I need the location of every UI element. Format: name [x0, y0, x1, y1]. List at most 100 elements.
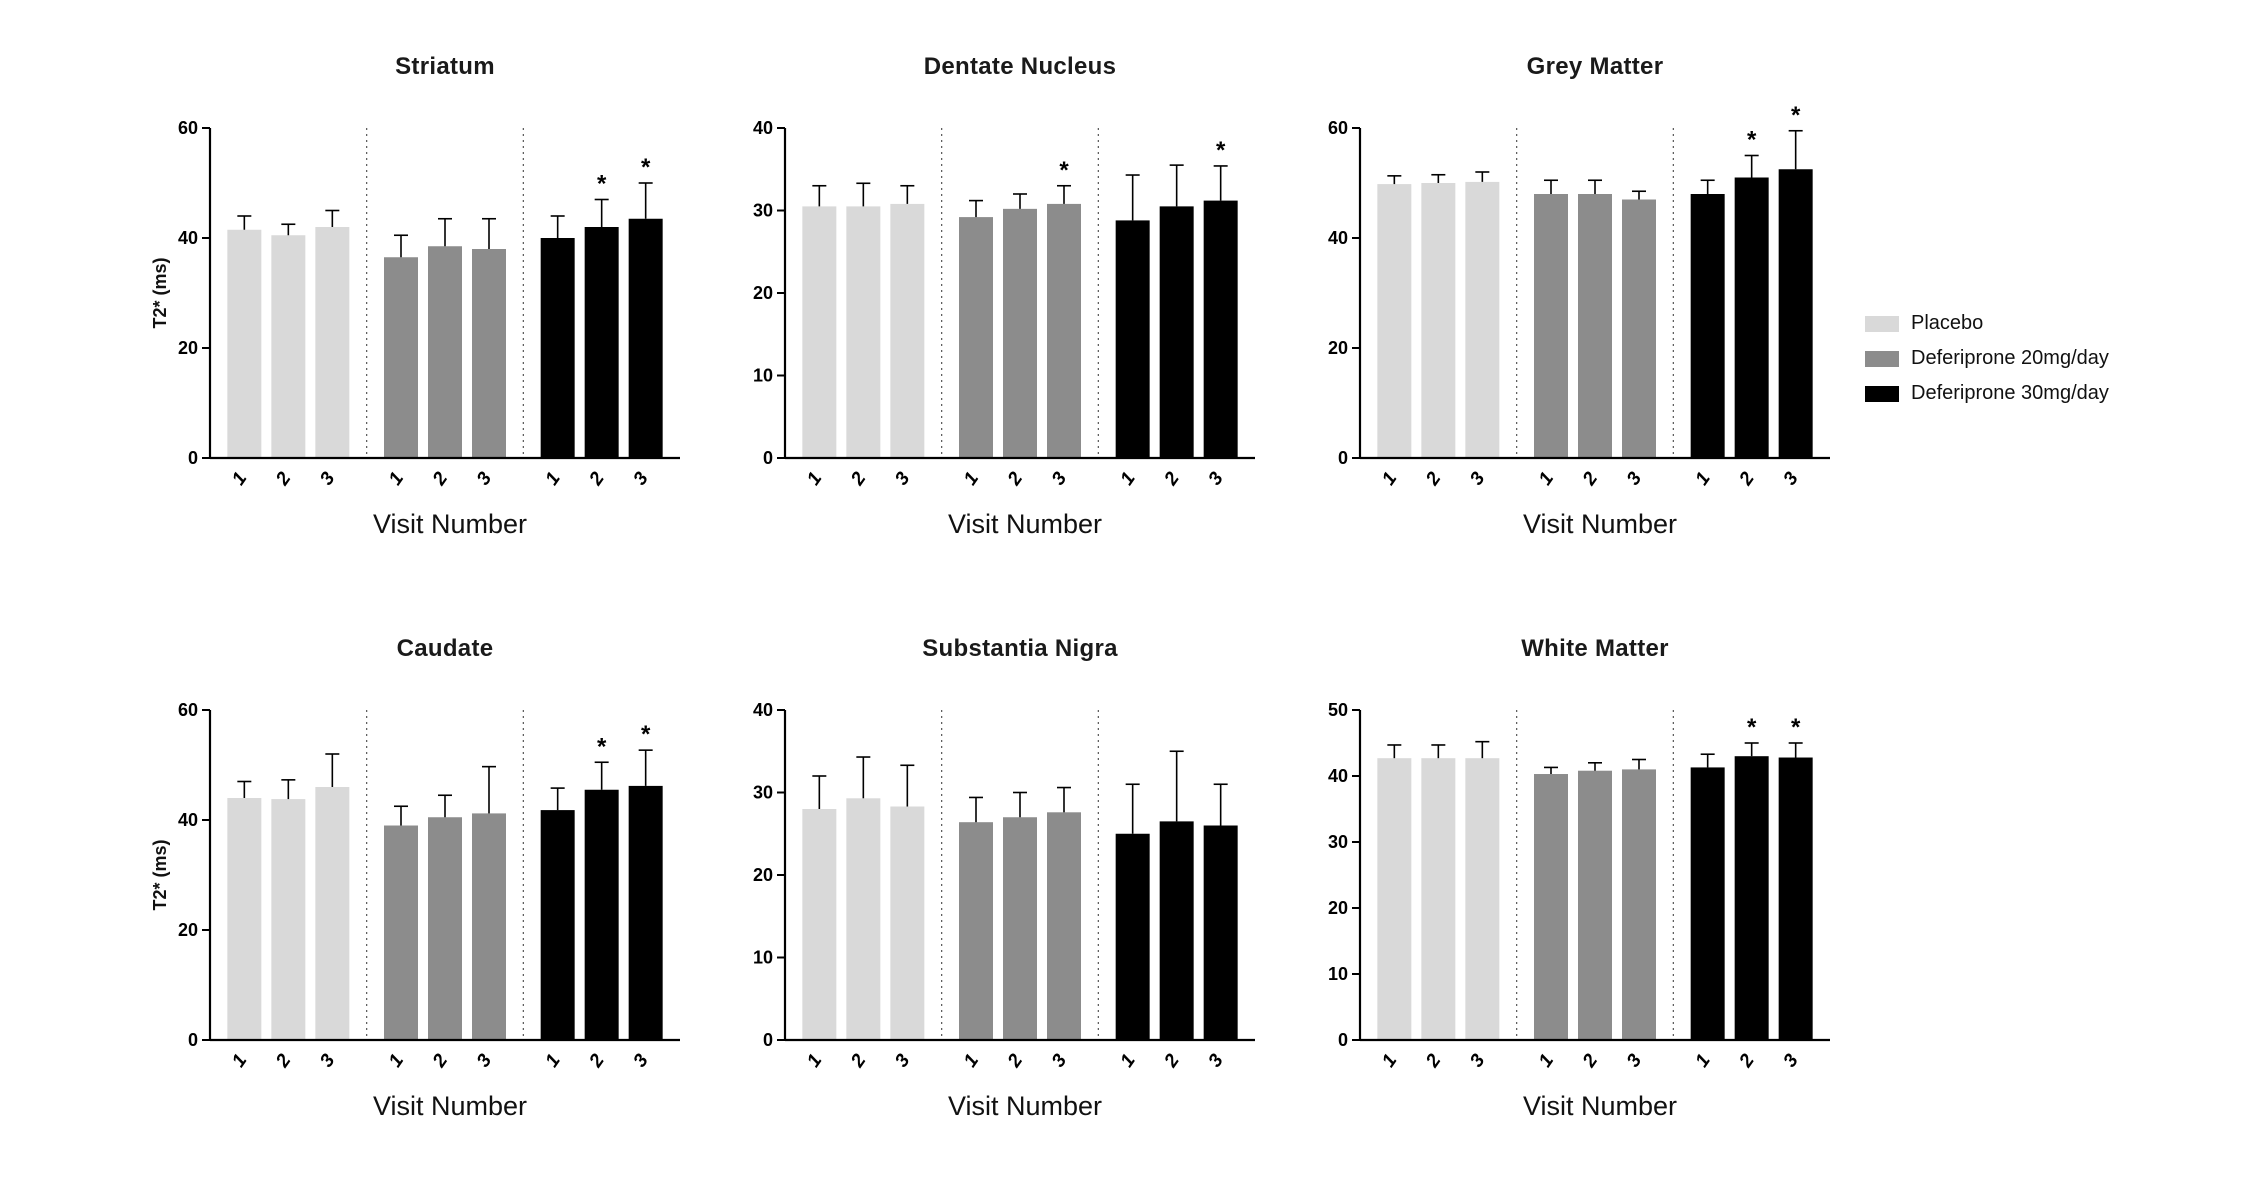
- legend-label: Deferiprone 20mg/day: [1911, 347, 2109, 369]
- x-tick-label: 1: [803, 1050, 826, 1071]
- y-tick-label: 10: [753, 366, 773, 386]
- x-tick-label: 2: [1735, 468, 1759, 490]
- bar: [1778, 757, 1813, 1040]
- x-tick-label: 1: [1692, 1050, 1715, 1071]
- bar: [1465, 181, 1500, 458]
- chart-white-matter: White Matter 1 2 3 1 2 3 1 * 2 * 3 0 10 20 30 40 50 Visi…: [1290, 632, 1865, 1124]
- bar: [1047, 812, 1081, 1040]
- x-tick-label: 3: [1205, 468, 1229, 489]
- y-tick-label: 0: [188, 448, 198, 468]
- bar: [271, 799, 306, 1040]
- chart-title: Substantia Nigra: [922, 635, 1118, 662]
- legend-label: Placebo: [1911, 312, 1984, 334]
- bar: [472, 813, 506, 1040]
- y-tick-label: 40: [178, 228, 198, 248]
- x-axis-label: Visit Number: [947, 1091, 1103, 1121]
- x-axis-label: Visit Number: [1522, 1091, 1678, 1121]
- chart-title: Grey Matter: [1526, 53, 1664, 80]
- bar: [1159, 821, 1194, 1040]
- x-tick-label: 2: [585, 1050, 609, 1072]
- x-tick-label: 2: [1578, 468, 1602, 490]
- x-tick-label: 2: [1422, 1050, 1446, 1072]
- significance-asterisk: *: [1747, 714, 1757, 741]
- x-tick-label: 3: [316, 1050, 340, 1071]
- bar: [384, 257, 418, 458]
- chart-caudate: Caudate T2* (ms) 1 2 3 1 2 3 1 * 2 * 3 0 20 40 60 Visi…: [140, 632, 715, 1124]
- bar: [890, 203, 925, 458]
- bar: [1734, 756, 1769, 1040]
- chart-title: White Matter: [1521, 635, 1669, 662]
- figure-row-top: Striatum T2* (ms) 1 2 3 1 2 3 1 * 2 * 3 0 20 40 60 Vis…: [140, 50, 2246, 542]
- significance-asterisk: *: [1059, 157, 1069, 184]
- x-tick-label: 2: [1160, 1050, 1184, 1072]
- x-tick-label: 1: [803, 468, 826, 489]
- bar: [584, 227, 619, 458]
- significance-asterisk: *: [1791, 102, 1801, 129]
- y-tick-label: 0: [763, 1030, 773, 1050]
- x-tick-label: 3: [1623, 1050, 1647, 1071]
- x-tick-label: 2: [1003, 468, 1027, 490]
- bar: [315, 787, 350, 1040]
- y-axis-label: T2* (ms): [150, 839, 170, 911]
- y-tick-label: 20: [753, 283, 773, 303]
- bar: [1421, 183, 1456, 458]
- bar: [1578, 194, 1612, 458]
- bar: [1421, 758, 1456, 1040]
- bar: [1203, 200, 1238, 458]
- x-tick-label: 3: [630, 468, 654, 489]
- x-tick-label: 1: [960, 1050, 983, 1071]
- legend-label: Deferiprone 30mg/day: [1911, 382, 2109, 404]
- x-tick-label: 3: [1466, 468, 1490, 489]
- x-tick-label: 3: [891, 1050, 915, 1071]
- x-tick-label: 1: [1535, 468, 1558, 489]
- bar: [540, 810, 575, 1040]
- x-tick-label: 3: [630, 1050, 654, 1071]
- x-tick-label: 3: [1466, 1050, 1490, 1071]
- x-tick-label: 3: [316, 468, 340, 489]
- legend-swatch-placebo: [1865, 315, 1899, 332]
- bar: [1534, 774, 1568, 1040]
- x-tick-label: 1: [1692, 468, 1715, 489]
- significance-asterisk: *: [641, 154, 651, 181]
- bar: [1115, 220, 1150, 458]
- x-axis-label: Visit Number: [1522, 509, 1678, 539]
- y-tick-label: 60: [178, 700, 198, 720]
- legend: Placebo Deferiprone 20mg/day Deferiprone…: [1865, 50, 2225, 417]
- chart-grey-matter: Grey Matter 1 2 3 1 2 3 1 * 2 * 3 0 20 40 60 Visit Num…: [1290, 50, 1865, 542]
- bar: [1622, 769, 1656, 1040]
- chart-dentate-nucleus: Dentate Nucleus 1 2 3 1 2 * 3 1 2 * 3 0 10 20 30 40 Vis…: [715, 50, 1290, 542]
- bar: [1159, 206, 1194, 458]
- x-tick-label: 3: [473, 468, 497, 489]
- bar: [1377, 184, 1412, 458]
- y-tick-label: 40: [1328, 228, 1348, 248]
- figure-row-bottom: Caudate T2* (ms) 1 2 3 1 2 3 1 * 2 * 3 0 20 40 60 Visi…: [140, 632, 2246, 1124]
- x-tick-label: 1: [228, 1050, 251, 1071]
- x-tick-label: 1: [1535, 1050, 1558, 1071]
- bar: [1690, 194, 1725, 458]
- y-tick-label: 40: [753, 700, 773, 720]
- bar: [628, 218, 663, 458]
- x-tick-label: 2: [1160, 468, 1184, 490]
- bar: [1203, 825, 1238, 1040]
- bar: [959, 217, 993, 458]
- x-tick-label: 2: [272, 468, 296, 490]
- y-tick-label: 20: [1328, 898, 1348, 918]
- bar: [1377, 758, 1412, 1040]
- legend-item-deferiprone-30: Deferiprone 30mg/day: [1865, 382, 2225, 405]
- y-tick-label: 40: [1328, 766, 1348, 786]
- y-tick-label: 10: [753, 948, 773, 968]
- bar: [628, 785, 663, 1040]
- chart-striatum: Striatum T2* (ms) 1 2 3 1 2 3 1 * 2 * 3 0 20 40 60 Vis…: [140, 50, 715, 542]
- bar: [1003, 817, 1037, 1040]
- y-tick-label: 0: [1338, 448, 1348, 468]
- bar: [1734, 177, 1769, 458]
- bar: [1534, 194, 1568, 458]
- bar: [959, 822, 993, 1040]
- x-tick-label: 2: [428, 468, 452, 490]
- chart-substantia-nigra: Substantia Nigra 1 2 3 1 2 3 1 2 3 0 10 20 30 40 Visi…: [715, 632, 1290, 1124]
